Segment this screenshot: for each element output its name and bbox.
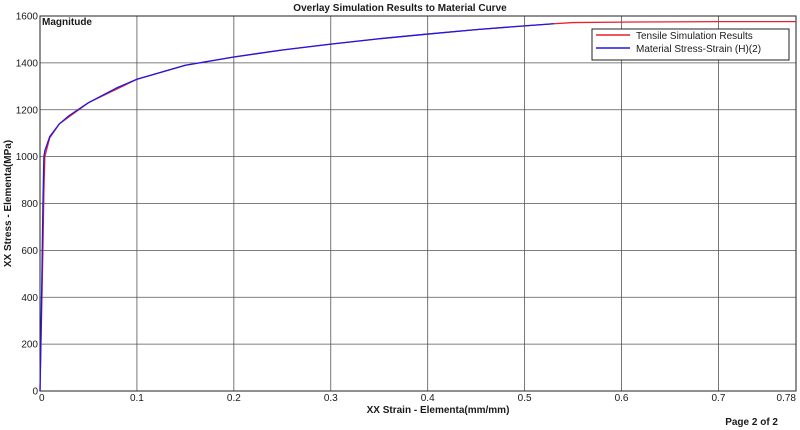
y-tick-label: 1200 — [16, 105, 39, 116]
series-line-2 — [39, 23, 554, 392]
y-tick-label: 1000 — [16, 152, 39, 163]
x-tick-label: 0.3 — [324, 393, 338, 404]
legend-box — [591, 28, 790, 61]
chart-title: Overlay Simulation Results to Material C… — [293, 3, 507, 14]
legend-entry-label: Tensile Simulation Results — [636, 31, 753, 42]
x-tick-label: 0.1 — [130, 393, 144, 404]
page-number-label: Page 2 of 2 — [725, 417, 778, 428]
legend: Tensile Simulation Results Material Stres… — [591, 28, 790, 61]
y-tick-label: 1600 — [16, 12, 39, 23]
plot-area-frame — [39, 15, 797, 392]
x-tick-label: 0.4 — [421, 393, 435, 404]
y-axis-label: XX Stress - Elementa(MPa) — [3, 140, 14, 267]
x-tick-label: 0.7 — [712, 393, 726, 404]
x-tick-label: 0.2 — [227, 393, 241, 404]
x-axis-label: XX Strain - Elementa(mm/mm) — [367, 405, 510, 416]
series-line-1 — [39, 20, 796, 392]
series-layer — [39, 20, 796, 392]
x-tick-label: 0.6 — [615, 393, 629, 404]
grid — [40, 16, 796, 391]
corner-label: Magnitude — [42, 17, 92, 28]
tick-labels: 0 0.1 0.2 0.3 0.4 0.5 0.6 0.7 0.78 0 200 400 600 800 1… — [16, 12, 797, 405]
y-tick-label: 200 — [21, 340, 38, 351]
x-tick-label: 0 — [39, 393, 45, 404]
x-tick-label: 0.78 — [777, 393, 797, 404]
x-tick-label: 0.5 — [518, 393, 532, 404]
y-tick-label: 600 — [21, 246, 38, 257]
y-tick-label: 1400 — [16, 58, 39, 69]
legend-entry-label: Material Stress-Strain (H)(2) — [636, 44, 761, 55]
y-tick-label: 0 — [32, 387, 38, 398]
y-tick-label: 800 — [21, 199, 38, 210]
y-tick-label: 400 — [21, 293, 38, 304]
